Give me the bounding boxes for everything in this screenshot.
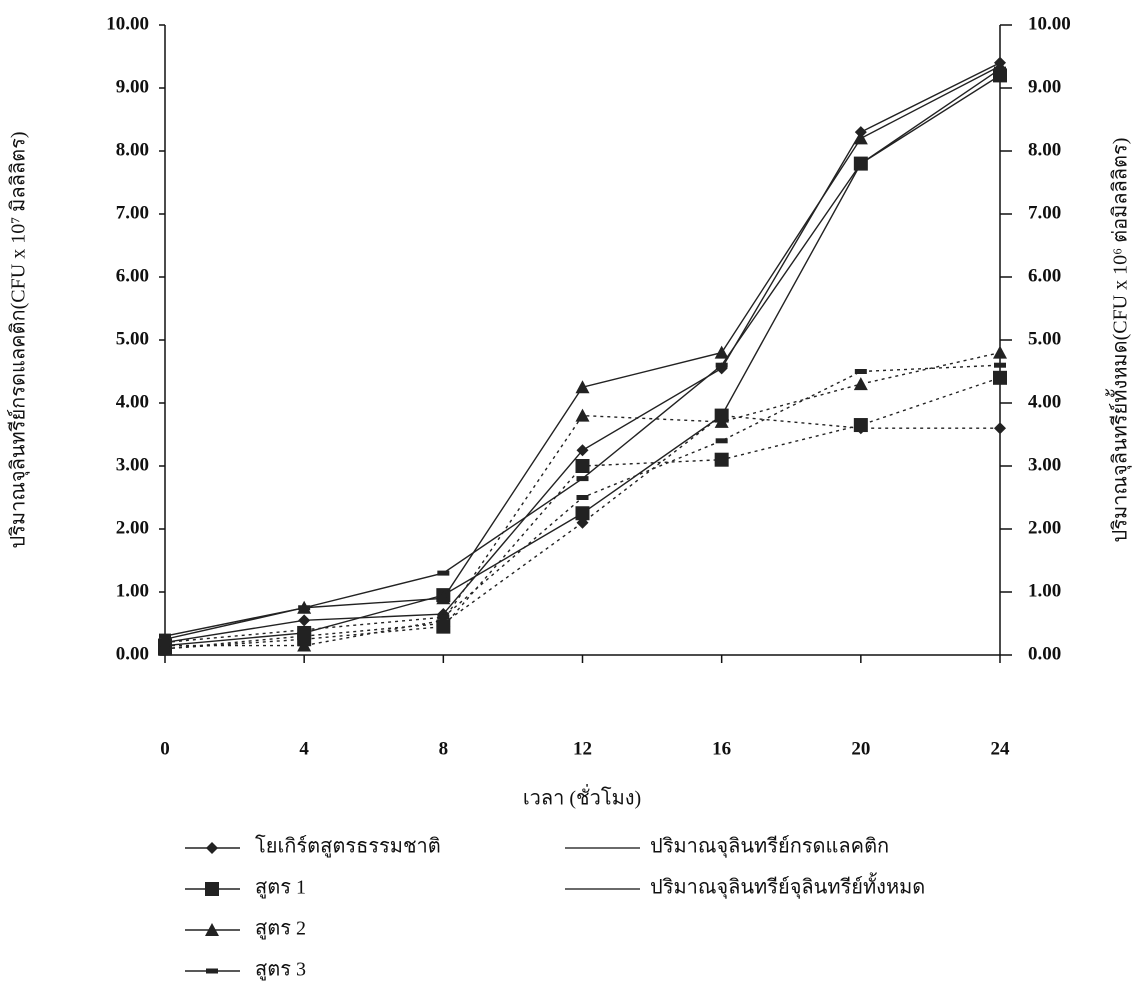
y2-tick-label: 7.00	[1028, 202, 1061, 223]
marker	[855, 161, 867, 166]
y-tick-label: 1.00	[116, 580, 149, 601]
y-tick-label: 7.00	[116, 202, 149, 223]
y2-tick-label: 9.00	[1028, 76, 1061, 97]
y2-tick-label: 3.00	[1028, 454, 1061, 475]
y-tick-label: 2.00	[116, 517, 149, 538]
marker	[994, 422, 1006, 434]
legend-label: ปริมาณจุลินทรีย์กรดแลคติก	[650, 835, 889, 859]
marker	[437, 571, 449, 576]
marker	[716, 363, 728, 368]
marker	[298, 627, 310, 632]
y-tick-label: 5.00	[116, 328, 149, 349]
marker	[854, 418, 868, 432]
marker	[577, 495, 589, 500]
marker	[577, 476, 589, 481]
y2-tick-label: 4.00	[1028, 391, 1061, 412]
y2-tick-label: 1.00	[1028, 580, 1061, 601]
y-tick-label: 8.00	[116, 139, 149, 160]
marker	[298, 614, 310, 626]
marker	[437, 615, 449, 620]
y2-axis-title: ปริมาณจุลินทรีย์ทั้งหมด(CFU x 10⁶ ต่อมิล…	[1106, 138, 1133, 543]
series-line	[165, 75, 1000, 645]
y-tick-label: 9.00	[116, 76, 149, 97]
marker	[994, 67, 1006, 72]
marker	[855, 369, 867, 374]
marker	[205, 882, 219, 896]
series-line	[165, 63, 1000, 643]
marker	[576, 506, 590, 520]
marker	[994, 363, 1006, 368]
y2-tick-label: 6.00	[1028, 265, 1061, 286]
x-tick-label: 4	[299, 738, 309, 759]
y2-tick-label: 5.00	[1028, 328, 1061, 349]
legend-label: โยเกิร์ตสูตรธรรมชาติ	[255, 835, 441, 859]
legend-label: สูตร 1	[255, 877, 306, 900]
x-tick-label: 12	[573, 738, 592, 759]
y2-tick-label: 10.00	[1028, 13, 1071, 34]
y2-tick-label: 2.00	[1028, 517, 1061, 538]
marker	[993, 346, 1007, 359]
y-axis-title: ปริมาณจุลินทรีย์กรดแลคติก(CFU x 10⁷ มิลล…	[7, 131, 31, 548]
series-line	[165, 365, 1000, 642]
marker	[159, 640, 171, 645]
x-tick-label: 8	[439, 738, 449, 759]
y-tick-label: 3.00	[116, 454, 149, 475]
series-line	[165, 66, 1000, 639]
x-axis-title: เวลา (ชั่วโมง)	[523, 784, 641, 810]
legend-label: ปริมาณจุลินทรีย์จุลินทรีย์ทั้งหมด	[650, 873, 925, 900]
marker	[716, 438, 728, 443]
marker	[206, 969, 218, 974]
marker	[576, 459, 590, 473]
x-tick-label: 0	[160, 738, 170, 759]
legend-label: สูตร 2	[255, 918, 306, 941]
marker	[715, 453, 729, 467]
x-tick-label: 20	[851, 738, 870, 759]
marker	[206, 842, 218, 854]
y-tick-label: 6.00	[116, 265, 149, 286]
y-tick-label: 0.00	[116, 643, 149, 664]
y-tick-label: 10.00	[106, 13, 149, 34]
marker	[576, 409, 590, 422]
marker	[298, 605, 310, 610]
series-line	[165, 69, 1000, 636]
marker	[715, 346, 729, 359]
y2-tick-label: 0.00	[1028, 643, 1061, 664]
x-tick-label: 16	[712, 738, 731, 759]
chart: เวลา (ชั่วโมง) ปริมาณจุลินทรีย์กรดแลคติก…	[0, 0, 1140, 985]
y-tick-label: 4.00	[116, 391, 149, 412]
x-tick-label: 24	[991, 738, 1011, 759]
marker	[854, 377, 868, 390]
marker	[993, 371, 1007, 385]
legend-label: สูตร 3	[255, 959, 306, 982]
y2-tick-label: 8.00	[1028, 139, 1061, 160]
marker	[159, 634, 171, 639]
marker	[854, 131, 868, 144]
